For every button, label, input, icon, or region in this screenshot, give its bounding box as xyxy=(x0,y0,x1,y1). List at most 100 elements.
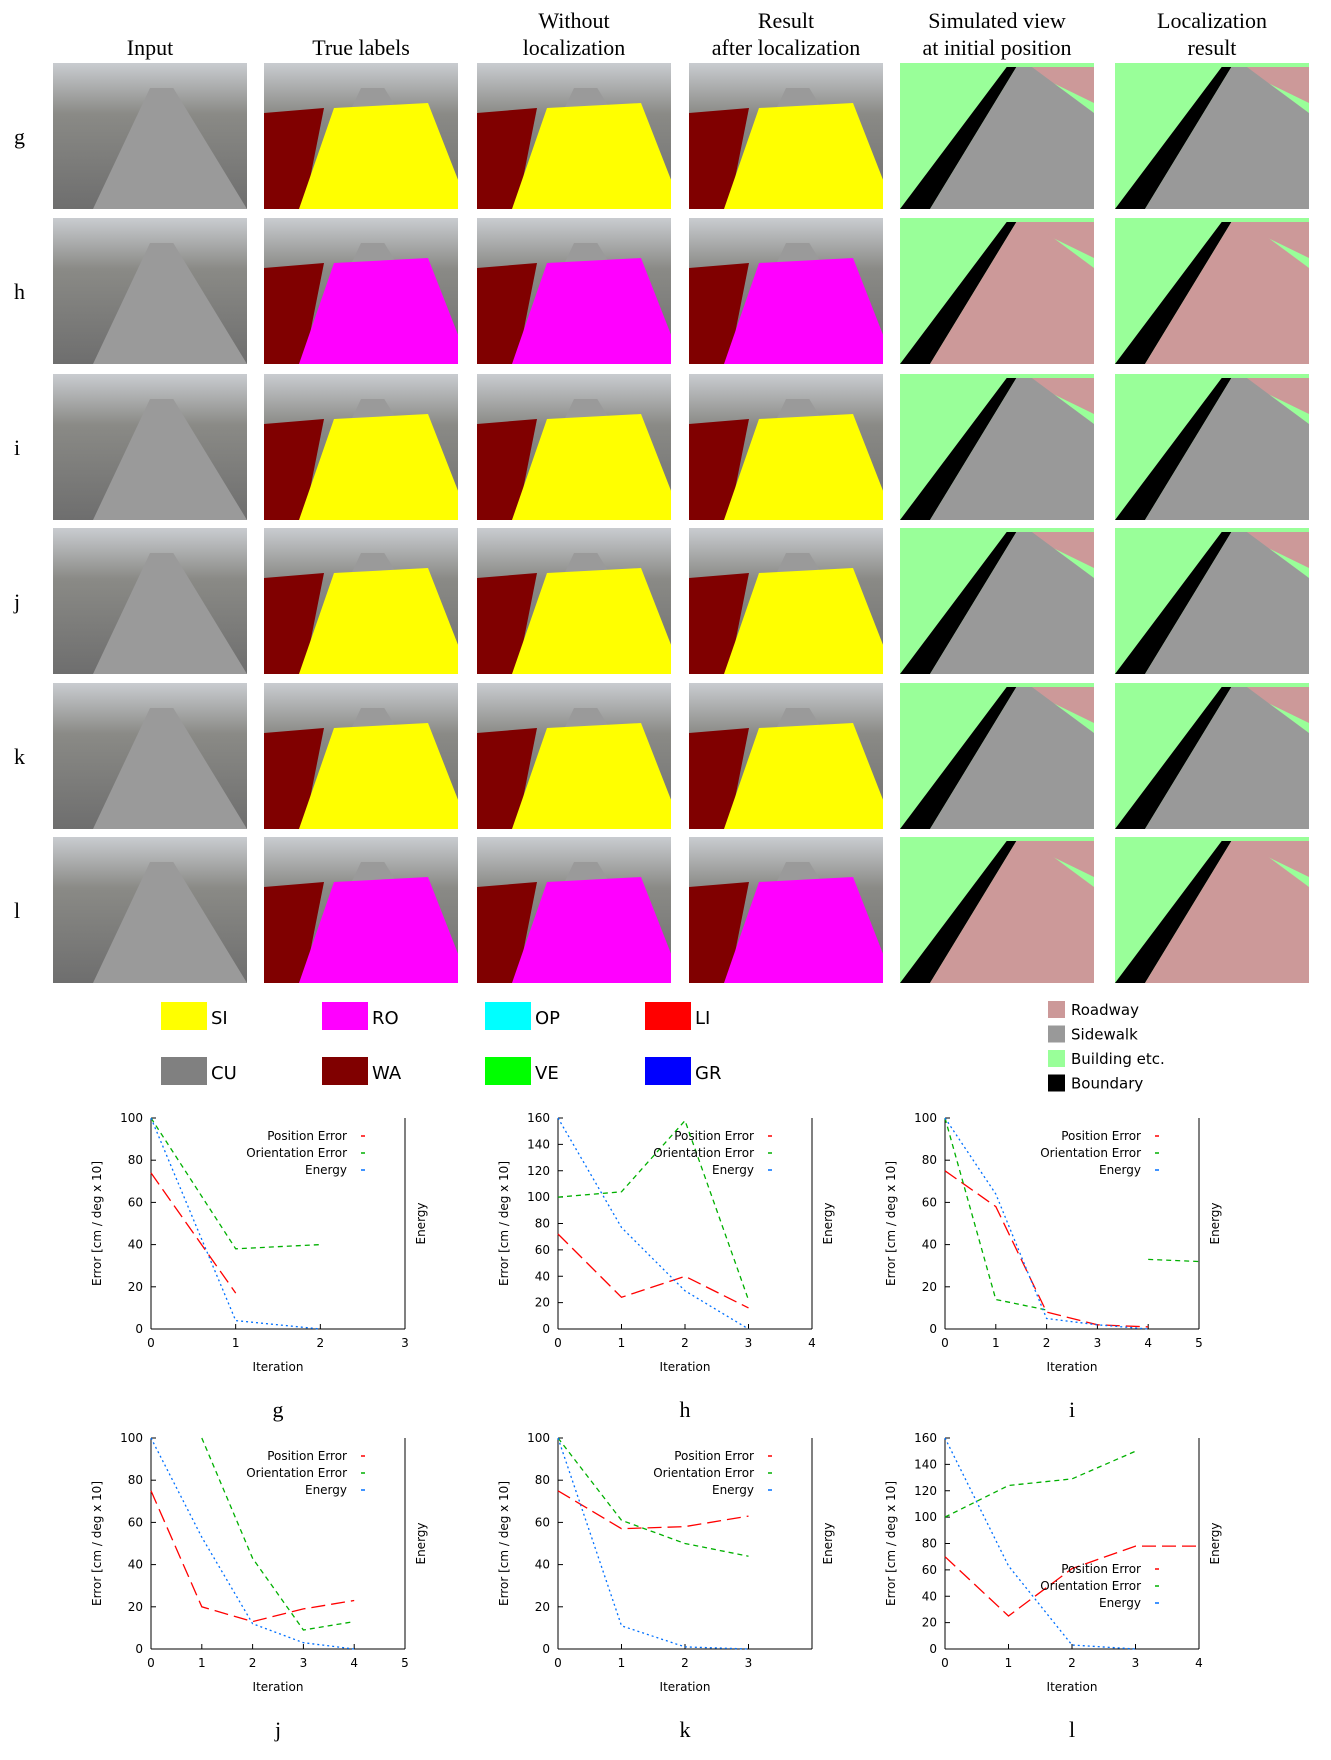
sim-road xyxy=(930,687,1094,829)
sim-road xyxy=(1145,841,1309,983)
sim-road xyxy=(1145,222,1309,364)
x-tick-label: 2 xyxy=(1068,1656,1076,1670)
sim-boundary xyxy=(900,222,1017,364)
legend-swatch xyxy=(1048,1025,1065,1043)
sim-right xyxy=(1235,841,1309,877)
sim-boundary xyxy=(1115,67,1232,209)
legend-label: Energy xyxy=(305,1483,347,1497)
legend-label: Energy xyxy=(305,1163,347,1177)
sim-right xyxy=(1235,222,1309,258)
legend-label: Position Error xyxy=(1061,1129,1141,1143)
segment-main xyxy=(512,877,671,983)
x-tick-label: 2 xyxy=(681,1336,689,1350)
y-tick-label: 100 xyxy=(914,1111,937,1125)
chart-caption: g xyxy=(273,1397,284,1422)
segment-main xyxy=(512,103,671,209)
x-tick-label: 1 xyxy=(198,1656,206,1670)
segment-main xyxy=(299,723,458,829)
y-tick-label: 80 xyxy=(535,1473,550,1487)
x-tick-label: 0 xyxy=(554,1336,562,1350)
sim-boundary xyxy=(900,532,1017,674)
header-line: Input xyxy=(127,35,173,60)
y-tick-label: 40 xyxy=(535,1558,550,1572)
legend-label: Position Error xyxy=(267,1129,347,1143)
series-line xyxy=(557,1490,749,1530)
legend-label: Sidewalk xyxy=(1071,1026,1138,1044)
y-tick-label: 60 xyxy=(535,1243,550,1257)
x-tick-label: 2 xyxy=(317,1336,325,1350)
y-tick-label: 40 xyxy=(922,1238,937,1252)
sim-road xyxy=(930,532,1094,674)
y-tick-label: 40 xyxy=(535,1269,550,1283)
chart-caption: h xyxy=(680,1397,691,1422)
y-tick-label: 60 xyxy=(922,1195,937,1209)
road xyxy=(93,88,247,209)
y-tick-label: 40 xyxy=(128,1558,143,1572)
legend-label: Orientation Error xyxy=(1040,1579,1141,1593)
segment-main xyxy=(299,103,458,209)
segment-main xyxy=(724,568,883,674)
series-line xyxy=(557,1437,749,1650)
y-tick-label: 20 xyxy=(128,1600,143,1614)
y-tick-label: 20 xyxy=(535,1296,550,1310)
y2-axis-label: Energy xyxy=(1208,1202,1222,1244)
sim-right xyxy=(1235,687,1309,723)
x-axis-label: Iteration xyxy=(1047,1360,1098,1374)
x-tick-label: 3 xyxy=(1132,1656,1140,1670)
sim-right xyxy=(1020,841,1094,877)
legend-label: Orientation Error xyxy=(1040,1146,1141,1160)
y-tick-label: 100 xyxy=(527,1431,550,1445)
y-tick-label: 120 xyxy=(914,1484,937,1498)
y-axis-label: Error [cm / deg x 10] xyxy=(884,1481,898,1606)
road xyxy=(93,708,247,829)
x-tick-label: 3 xyxy=(745,1336,753,1350)
legend-swatch xyxy=(485,1002,531,1030)
sim-boundary xyxy=(1115,378,1232,520)
legend-swatch xyxy=(645,1002,691,1030)
legend-swatch xyxy=(1048,1050,1065,1067)
road xyxy=(93,553,247,674)
y-axis-label: Error [cm / deg x 10] xyxy=(884,1161,898,1286)
segment-main xyxy=(724,723,883,829)
column-header: Simulated view at initial position xyxy=(922,8,1071,60)
column-header: True labels xyxy=(312,35,410,60)
sim-road xyxy=(1145,378,1309,520)
segment-main xyxy=(299,877,458,983)
series-line xyxy=(557,1119,750,1301)
legend-label: Energy xyxy=(1099,1596,1141,1610)
y-tick-label: 80 xyxy=(535,1217,550,1231)
x-tick-label: 4 xyxy=(1144,1336,1152,1350)
y-tick-label: 80 xyxy=(128,1473,143,1487)
y-tick-label: 60 xyxy=(922,1563,937,1577)
x-tick-label: 2 xyxy=(1043,1336,1051,1350)
chart-caption: l xyxy=(1069,1717,1075,1742)
segment-main xyxy=(724,103,883,209)
segment-main xyxy=(299,414,458,520)
x-tick-label: 1 xyxy=(618,1656,626,1670)
legend-label: Energy xyxy=(712,1163,754,1177)
y-axis-label: Error [cm / deg x 10] xyxy=(497,1161,511,1286)
x-tick-label: 0 xyxy=(147,1656,155,1670)
series-line xyxy=(150,1117,321,1330)
sim-right xyxy=(1020,67,1094,103)
segment-main xyxy=(512,568,671,674)
sim-road xyxy=(1145,532,1309,674)
legend-label: CU xyxy=(211,1063,237,1084)
series-line xyxy=(150,1437,355,1650)
sim-road xyxy=(930,841,1094,983)
legend-label: Orientation Error xyxy=(246,1466,347,1480)
y-tick-label: 0 xyxy=(135,1322,143,1336)
series-line xyxy=(150,1490,355,1623)
sim-road xyxy=(1145,67,1309,209)
legend-swatch xyxy=(1048,1074,1065,1092)
chart-caption: i xyxy=(1069,1397,1075,1422)
legend-swatch xyxy=(161,1002,207,1030)
y-tick-label: 20 xyxy=(535,1600,550,1614)
y-tick-label: 80 xyxy=(128,1153,143,1167)
x-axis-label: Iteration xyxy=(660,1360,711,1374)
legend-label: Energy xyxy=(712,1483,754,1497)
y-axis-label: Error [cm / deg x 10] xyxy=(90,1161,104,1286)
x-tick-label: 2 xyxy=(681,1656,689,1670)
x-axis-label: Iteration xyxy=(253,1360,304,1374)
legend-label: Building etc. xyxy=(1071,1050,1165,1068)
